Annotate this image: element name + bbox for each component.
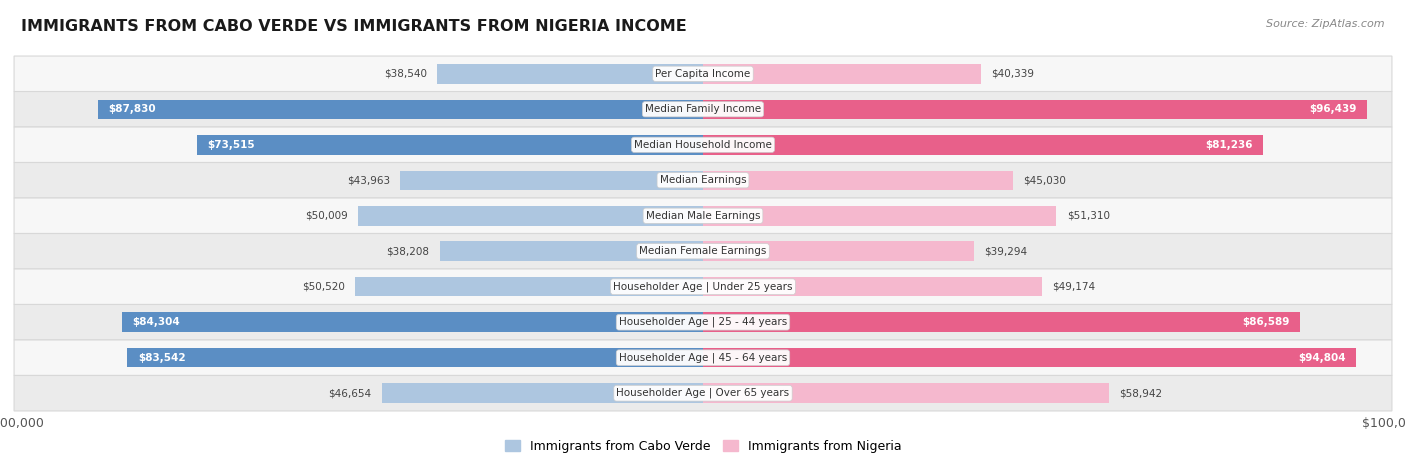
Bar: [703, 64, 981, 84]
Text: $40,339: $40,339: [991, 69, 1035, 79]
FancyBboxPatch shape: [14, 375, 1392, 411]
FancyBboxPatch shape: [14, 127, 1392, 163]
Text: Median Household Income: Median Household Income: [634, 140, 772, 150]
Text: $73,515: $73,515: [207, 140, 254, 150]
Text: Householder Age | Over 65 years: Householder Age | Over 65 years: [616, 388, 790, 398]
Text: $83,542: $83,542: [138, 353, 186, 363]
Bar: [122, 312, 703, 332]
Bar: [703, 99, 1368, 119]
Text: $94,804: $94,804: [1298, 353, 1346, 363]
Bar: [703, 277, 1042, 297]
Bar: [703, 206, 1056, 226]
Text: $45,030: $45,030: [1024, 175, 1066, 185]
FancyBboxPatch shape: [14, 92, 1392, 127]
Text: $84,304: $84,304: [132, 317, 180, 327]
Bar: [354, 277, 703, 297]
Bar: [437, 64, 703, 84]
Text: IMMIGRANTS FROM CABO VERDE VS IMMIGRANTS FROM NIGERIA INCOME: IMMIGRANTS FROM CABO VERDE VS IMMIGRANTS…: [21, 19, 688, 34]
FancyBboxPatch shape: [14, 340, 1392, 375]
Bar: [703, 170, 1014, 190]
Text: $38,540: $38,540: [384, 69, 427, 79]
FancyBboxPatch shape: [14, 304, 1392, 340]
Bar: [381, 383, 703, 403]
Bar: [197, 135, 703, 155]
Bar: [703, 312, 1299, 332]
Text: Per Capita Income: Per Capita Income: [655, 69, 751, 79]
Text: $46,654: $46,654: [328, 388, 371, 398]
Text: Householder Age | Under 25 years: Householder Age | Under 25 years: [613, 282, 793, 292]
Bar: [703, 348, 1357, 368]
Text: $50,520: $50,520: [302, 282, 344, 292]
Bar: [703, 383, 1109, 403]
Text: $39,294: $39,294: [984, 246, 1028, 256]
Text: Median Female Earnings: Median Female Earnings: [640, 246, 766, 256]
Text: $81,236: $81,236: [1205, 140, 1253, 150]
Text: $43,963: $43,963: [347, 175, 389, 185]
Text: $87,830: $87,830: [108, 104, 156, 114]
Text: $49,174: $49,174: [1052, 282, 1095, 292]
FancyBboxPatch shape: [14, 163, 1392, 198]
Bar: [359, 206, 703, 226]
Text: Median Family Income: Median Family Income: [645, 104, 761, 114]
Bar: [128, 348, 703, 368]
Text: Median Male Earnings: Median Male Earnings: [645, 211, 761, 221]
FancyBboxPatch shape: [14, 269, 1392, 304]
FancyBboxPatch shape: [14, 198, 1392, 234]
Text: Householder Age | 45 - 64 years: Householder Age | 45 - 64 years: [619, 353, 787, 363]
Legend: Immigrants from Cabo Verde, Immigrants from Nigeria: Immigrants from Cabo Verde, Immigrants f…: [499, 435, 907, 458]
Bar: [703, 135, 1263, 155]
Text: $51,310: $51,310: [1067, 211, 1109, 221]
Bar: [703, 241, 974, 261]
Text: Householder Age | 25 - 44 years: Householder Age | 25 - 44 years: [619, 317, 787, 327]
Text: $38,208: $38,208: [387, 246, 429, 256]
Text: $50,009: $50,009: [305, 211, 349, 221]
Bar: [401, 170, 703, 190]
Text: $96,439: $96,439: [1310, 104, 1357, 114]
Bar: [440, 241, 703, 261]
Bar: [98, 99, 703, 119]
FancyBboxPatch shape: [14, 56, 1392, 92]
Text: Median Earnings: Median Earnings: [659, 175, 747, 185]
Text: Source: ZipAtlas.com: Source: ZipAtlas.com: [1267, 19, 1385, 28]
Text: $58,942: $58,942: [1119, 388, 1163, 398]
FancyBboxPatch shape: [14, 234, 1392, 269]
Text: $86,589: $86,589: [1241, 317, 1289, 327]
